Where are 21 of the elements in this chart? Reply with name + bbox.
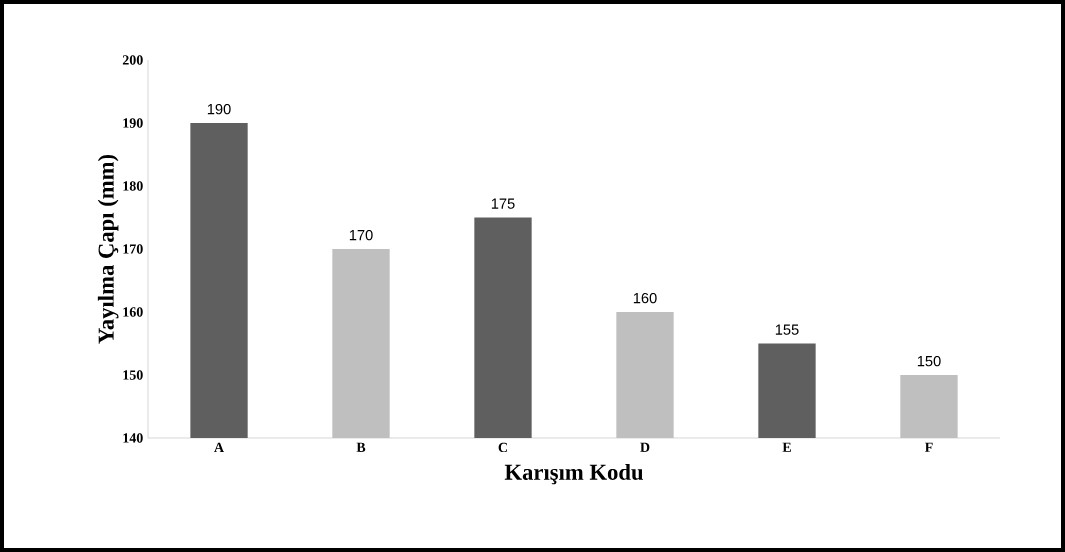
- y-tick-label: 150: [123, 370, 143, 380]
- y-axis-title: Yayılma Çapı (mm): [97, 154, 119, 344]
- y-tick-label: 190: [123, 118, 143, 128]
- y-tick-label: 160: [123, 307, 143, 317]
- data-label: 170: [349, 229, 373, 241]
- y-tick-label: 140: [123, 433, 143, 443]
- x-tick-label: A: [214, 442, 224, 452]
- y-tick-label: 170: [123, 244, 143, 254]
- x-tick-label: E: [782, 442, 791, 452]
- x-tick-label: B: [356, 442, 366, 452]
- x-axis-title: Karışım Kodu: [504, 463, 643, 485]
- data-label: 150: [917, 355, 941, 367]
- data-label: 190: [207, 103, 231, 115]
- x-tick-label: C: [498, 442, 507, 453]
- x-tick-label: D: [640, 442, 650, 452]
- data-label: 160: [633, 292, 657, 304]
- data-label: 155: [775, 324, 799, 335]
- x-tick-label: F: [924, 442, 933, 452]
- y-tick-label: 180: [123, 181, 143, 191]
- data-label: 175: [491, 198, 515, 209]
- y-tick-label: 200: [122, 55, 143, 65]
